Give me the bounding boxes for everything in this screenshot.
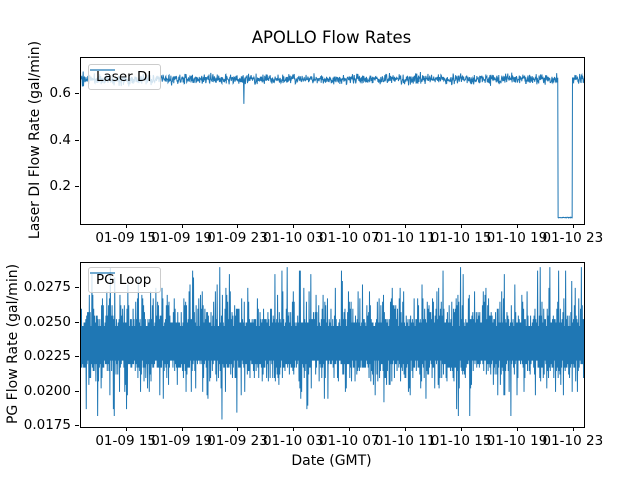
- y-tick-label: 0.2: [49, 178, 71, 195]
- x-tick: [405, 224, 407, 228]
- y-tick-label: 0.6: [49, 84, 71, 101]
- y-tick: [75, 92, 79, 94]
- laser-di-line: [81, 71, 584, 219]
- x-tick-label: 01-09 15: [95, 230, 157, 246]
- x-tick: [181, 224, 183, 228]
- x-tick-label: 01-10 11: [374, 433, 436, 449]
- x-tick: [516, 427, 518, 431]
- laser-di-series-plot: [81, 71, 584, 219]
- x-tick-label: 01-10 07: [318, 230, 380, 246]
- x-tick: [293, 224, 295, 228]
- y-tick-label: 0.0175: [23, 417, 71, 434]
- x-tick: [572, 427, 574, 431]
- y-tick: [75, 321, 79, 323]
- x-tick: [125, 427, 127, 431]
- x-tick-label: 01-10 07: [318, 433, 380, 449]
- x-tick-label: 01-09 23: [207, 433, 268, 449]
- chart-title: APOLLO Flow Rates: [251, 28, 412, 47]
- legend-laser-di: Laser DI: [88, 64, 162, 90]
- y-tick-label: 0.0200: [23, 382, 71, 399]
- x-tick-label: 01-09 23: [207, 230, 268, 246]
- x-tick-label: 01-10 23: [542, 433, 604, 449]
- x-tick: [181, 427, 183, 431]
- y-tick: [75, 390, 79, 392]
- x-tick: [405, 427, 407, 431]
- x-axis-label: Date (GMT): [291, 453, 372, 469]
- y-tick: [75, 425, 79, 427]
- x-tick-label: 01-09 15: [95, 433, 157, 449]
- x-tick-label: 01-10 03: [263, 433, 324, 449]
- y-tick-label: 0.0225: [23, 348, 71, 365]
- x-tick: [349, 224, 351, 228]
- legend-line-icon: [90, 272, 115, 274]
- x-tick-label: 01-10 11: [374, 230, 436, 246]
- x-tick-label: 01-10 23: [542, 230, 604, 246]
- y-tick: [75, 356, 79, 358]
- x-tick: [572, 224, 574, 228]
- y-tick-label: 0.0250: [23, 313, 71, 330]
- x-tick-label: 01-10 19: [486, 433, 548, 449]
- x-tick-label: 01-10 19: [486, 230, 548, 246]
- axes-laser-di: Laser DI: [80, 57, 585, 225]
- x-tick: [516, 224, 518, 228]
- x-tick-label: 01-10 03: [263, 230, 324, 246]
- x-tick: [237, 427, 239, 431]
- x-tick: [461, 224, 463, 228]
- pg-loop-series-plot: [81, 267, 584, 420]
- y-tick: [75, 186, 79, 188]
- legend-label-pg-loop: PG Loop: [96, 272, 152, 288]
- y-tick: [75, 286, 79, 288]
- x-tick: [293, 427, 295, 431]
- y-tick-label: 0.4: [49, 131, 71, 148]
- legend-line-icon: [90, 69, 115, 71]
- x-tick: [125, 224, 127, 228]
- y-tick-label: 0.0275: [23, 278, 71, 295]
- legend-pg-loop: PG Loop: [88, 267, 162, 293]
- x-tick-label: 01-09 19: [151, 230, 212, 246]
- x-tick-label: 01-10 15: [430, 230, 492, 246]
- pg-loop-line: [81, 267, 584, 420]
- x-tick: [461, 427, 463, 431]
- axes-pg-loop: PG Loop: [80, 262, 585, 428]
- x-tick: [237, 224, 239, 228]
- y-tick: [75, 139, 79, 141]
- x-tick-label: 01-09 19: [151, 433, 212, 449]
- x-tick: [349, 427, 351, 431]
- legend-label-laser-di: Laser DI: [96, 69, 152, 85]
- x-tick-label: 01-10 15: [430, 433, 492, 449]
